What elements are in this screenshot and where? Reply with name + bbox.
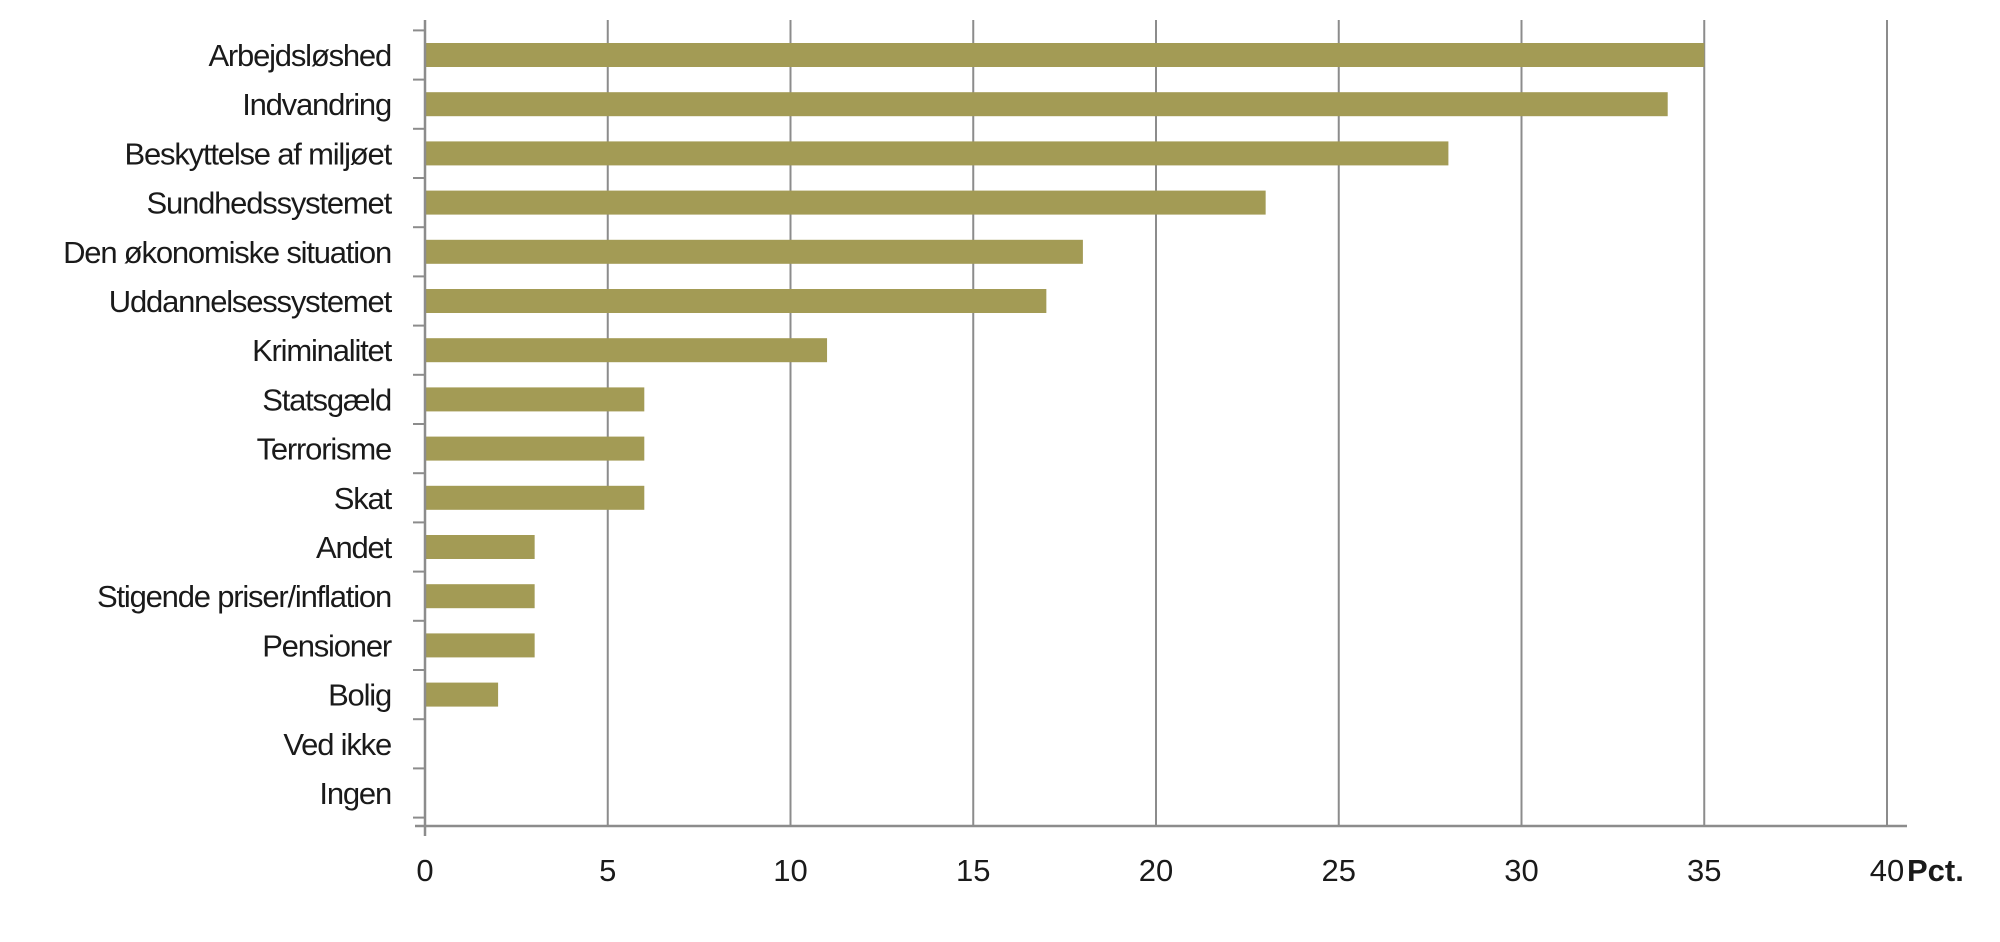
- bar-6: [425, 338, 828, 363]
- bar-3: [425, 190, 1266, 215]
- category-label: Sundhedssystemet: [147, 186, 393, 221]
- category-label: Skat: [334, 481, 393, 516]
- x-tick-label-20: 20: [1139, 853, 1173, 888]
- category-label: Bolig: [328, 678, 391, 713]
- bar-0: [425, 43, 1705, 67]
- bar-11: [425, 584, 535, 609]
- category-label: Ved ikke: [283, 727, 391, 762]
- x-tick-label-40: 40: [1870, 853, 1904, 888]
- category-label: Stigende priser/inflation: [97, 579, 391, 614]
- category-labels: Arbejdsløshed Indvandring Beskyttelse af m…: [63, 38, 394, 811]
- x-tick-label-35: 35: [1687, 853, 1721, 888]
- category-label: Arbejdsløshed: [208, 38, 391, 73]
- bar-2: [425, 141, 1449, 166]
- category-label: Den økonomiske situation: [63, 235, 391, 270]
- x-tick-label-10: 10: [773, 853, 807, 888]
- x-tick-label-0: 0: [416, 853, 433, 888]
- bar-13: [425, 682, 499, 707]
- bar-8: [425, 436, 645, 461]
- category-label: Kriminalitet: [252, 333, 393, 368]
- category-label: Terrorisme: [257, 432, 391, 467]
- x-unit-label: Pct.: [1907, 853, 1964, 888]
- category-label: Andet: [316, 530, 393, 565]
- bar-10: [425, 535, 535, 559]
- bar-12: [425, 633, 535, 658]
- bars: [425, 43, 1705, 707]
- category-label: Beskyttelse af miljøet: [125, 136, 393, 171]
- x-tick-label-5: 5: [599, 853, 616, 888]
- category-label: Uddannelsessystemet: [109, 284, 393, 319]
- x-tick-labels: 0 5 10 15 20 25 30 35 40 Pct.: [416, 853, 1963, 888]
- category-label: Statsgæld: [262, 382, 391, 417]
- category-label: Ingen: [319, 776, 391, 811]
- axes: [413, 20, 1907, 836]
- category-label: Pensioner: [262, 628, 392, 663]
- x-tick-label-15: 15: [956, 853, 990, 888]
- bar-5: [425, 289, 1047, 313]
- bar-1: [425, 92, 1668, 117]
- x-tick-label-25: 25: [1322, 853, 1356, 888]
- bar-7: [425, 387, 645, 412]
- x-tick-label-30: 30: [1504, 853, 1538, 888]
- bar-4: [425, 239, 1083, 264]
- gridlines: [606, 20, 1888, 826]
- bar-9: [425, 485, 645, 510]
- category-label: Indvandring: [242, 87, 391, 122]
